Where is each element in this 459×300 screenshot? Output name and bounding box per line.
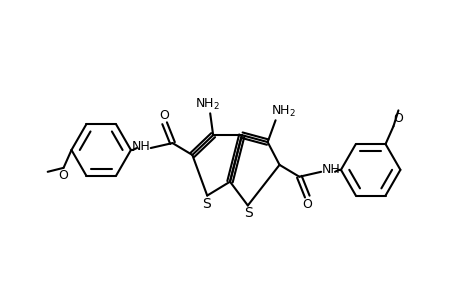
Text: NH$_2$: NH$_2$	[270, 104, 295, 119]
Text: O: O	[58, 169, 68, 182]
Text: O: O	[159, 109, 169, 122]
Text: S: S	[202, 196, 210, 211]
Text: O: O	[392, 112, 403, 125]
Text: O: O	[302, 198, 312, 211]
Text: NH$_2$: NH$_2$	[194, 97, 219, 112]
Text: S: S	[244, 206, 252, 220]
Text: NH: NH	[131, 140, 150, 152]
Text: NH: NH	[321, 163, 340, 176]
